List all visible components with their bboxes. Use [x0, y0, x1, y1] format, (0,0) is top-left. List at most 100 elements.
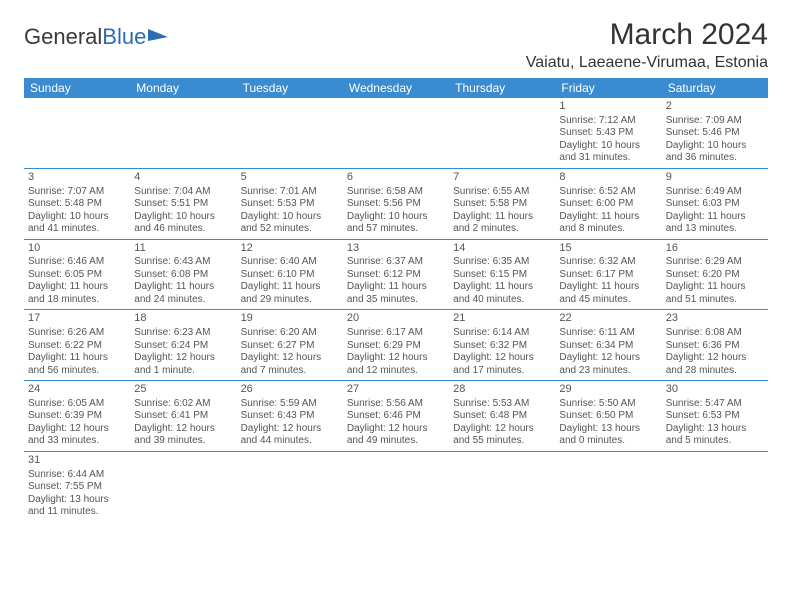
dow-header: Sunday [24, 78, 130, 98]
day-line: Daylight: 13 hours [559, 423, 657, 436]
dow-header: Tuesday [237, 78, 343, 98]
day-number: 21 [453, 312, 551, 326]
day-line: and 11 minutes. [28, 506, 126, 519]
week-row: 1Sunrise: 7:12 AMSunset: 5:43 PMDaylight… [24, 98, 768, 169]
day-line: and 45 minutes. [559, 294, 657, 307]
day-line: and 8 minutes. [559, 223, 657, 236]
day-line: Daylight: 12 hours [241, 352, 339, 365]
day-cell: 3Sunrise: 7:07 AMSunset: 5:48 PMDaylight… [24, 169, 130, 239]
day-line: Sunset: 6:20 PM [666, 269, 764, 282]
day-line: Sunrise: 7:09 AM [666, 115, 764, 128]
day-line: and 5 minutes. [666, 435, 764, 448]
day-line: Sunset: 5:58 PM [453, 198, 551, 211]
day-line: Sunrise: 7:12 AM [559, 115, 657, 128]
flag-icon [148, 27, 168, 41]
day-cell: 5Sunrise: 7:01 AMSunset: 5:53 PMDaylight… [237, 169, 343, 239]
day-line: Sunrise: 6:58 AM [347, 186, 445, 199]
day-line: and 40 minutes. [453, 294, 551, 307]
day-number: 19 [241, 312, 339, 326]
day-line: and 51 minutes. [666, 294, 764, 307]
day-line: Daylight: 11 hours [28, 281, 126, 294]
day-cell: 30Sunrise: 5:47 AMSunset: 6:53 PMDayligh… [662, 381, 768, 451]
day-line: Sunset: 6:22 PM [28, 340, 126, 353]
day-cell: 22Sunrise: 6:11 AMSunset: 6:34 PMDayligh… [555, 310, 661, 380]
day-line: Daylight: 12 hours [28, 423, 126, 436]
day-line: Daylight: 12 hours [453, 352, 551, 365]
day-line: Sunset: 6:00 PM [559, 198, 657, 211]
day-line: Sunset: 6:03 PM [666, 198, 764, 211]
day-line: Daylight: 12 hours [241, 423, 339, 436]
day-number: 6 [347, 171, 445, 185]
day-line: Sunrise: 6:43 AM [134, 256, 232, 269]
day-line: Sunset: 6:46 PM [347, 410, 445, 423]
empty-cell [130, 98, 236, 168]
empty-cell [343, 452, 449, 522]
day-line: Daylight: 11 hours [453, 281, 551, 294]
day-cell: 1Sunrise: 7:12 AMSunset: 5:43 PMDaylight… [555, 98, 661, 168]
day-cell: 26Sunrise: 5:59 AMSunset: 6:43 PMDayligh… [237, 381, 343, 451]
empty-cell [555, 452, 661, 522]
day-number: 29 [559, 383, 657, 397]
day-line: Sunrise: 6:23 AM [134, 327, 232, 340]
day-line: Daylight: 11 hours [134, 281, 232, 294]
day-line: Sunset: 6:27 PM [241, 340, 339, 353]
day-line: Sunset: 5:46 PM [666, 127, 764, 140]
day-line: Sunrise: 6:02 AM [134, 398, 232, 411]
day-line: Sunset: 6:50 PM [559, 410, 657, 423]
empty-cell [449, 98, 555, 168]
day-number: 23 [666, 312, 764, 326]
day-line: Sunset: 6:05 PM [28, 269, 126, 282]
day-line: and 46 minutes. [134, 223, 232, 236]
week-row: 17Sunrise: 6:26 AMSunset: 6:22 PMDayligh… [24, 310, 768, 381]
day-number: 1 [559, 100, 657, 114]
day-line: Sunrise: 6:46 AM [28, 256, 126, 269]
day-line: Daylight: 10 hours [28, 211, 126, 224]
empty-cell [237, 98, 343, 168]
day-line: Sunrise: 6:26 AM [28, 327, 126, 340]
day-cell: 8Sunrise: 6:52 AMSunset: 6:00 PMDaylight… [555, 169, 661, 239]
empty-cell [343, 98, 449, 168]
day-number: 2 [666, 100, 764, 114]
logo-text-2: Blue [102, 24, 146, 50]
day-line: and 7 minutes. [241, 365, 339, 378]
week-row: 31Sunrise: 6:44 AMSunset: 7:55 PMDayligh… [24, 452, 768, 522]
empty-cell [130, 452, 236, 522]
day-line: Daylight: 12 hours [134, 423, 232, 436]
day-line: and 41 minutes. [28, 223, 126, 236]
day-line: and 44 minutes. [241, 435, 339, 448]
day-line: Sunset: 6:36 PM [666, 340, 764, 353]
day-cell: 2Sunrise: 7:09 AMSunset: 5:46 PMDaylight… [662, 98, 768, 168]
day-line: Sunrise: 5:59 AM [241, 398, 339, 411]
day-line: Sunrise: 6:08 AM [666, 327, 764, 340]
week-row: 10Sunrise: 6:46 AMSunset: 6:05 PMDayligh… [24, 240, 768, 311]
day-line: Sunset: 5:56 PM [347, 198, 445, 211]
day-cell: 10Sunrise: 6:46 AMSunset: 6:05 PMDayligh… [24, 240, 130, 310]
day-number: 13 [347, 242, 445, 256]
day-line: and 52 minutes. [241, 223, 339, 236]
day-line: and 29 minutes. [241, 294, 339, 307]
day-line: Daylight: 13 hours [28, 494, 126, 507]
day-cell: 24Sunrise: 6:05 AMSunset: 6:39 PMDayligh… [24, 381, 130, 451]
day-cell: 13Sunrise: 6:37 AMSunset: 6:12 PMDayligh… [343, 240, 449, 310]
day-line: Daylight: 11 hours [666, 211, 764, 224]
day-line: Sunrise: 5:50 AM [559, 398, 657, 411]
day-line: Daylight: 11 hours [28, 352, 126, 365]
day-line: Sunrise: 6:29 AM [666, 256, 764, 269]
day-line: Sunset: 6:08 PM [134, 269, 232, 282]
dow-header: Monday [130, 78, 236, 98]
day-line: Sunrise: 6:20 AM [241, 327, 339, 340]
weeks-container: 1Sunrise: 7:12 AMSunset: 5:43 PMDaylight… [24, 98, 768, 522]
day-line: Daylight: 12 hours [559, 352, 657, 365]
day-cell: 25Sunrise: 6:02 AMSunset: 6:41 PMDayligh… [130, 381, 236, 451]
day-line: and 23 minutes. [559, 365, 657, 378]
day-number: 7 [453, 171, 551, 185]
day-line: Daylight: 13 hours [666, 423, 764, 436]
day-line: Sunrise: 6:49 AM [666, 186, 764, 199]
day-line: Sunrise: 5:53 AM [453, 398, 551, 411]
day-line: and 24 minutes. [134, 294, 232, 307]
day-line: and 17 minutes. [453, 365, 551, 378]
day-number: 10 [28, 242, 126, 256]
dow-header: Thursday [449, 78, 555, 98]
day-number: 16 [666, 242, 764, 256]
day-line: Sunrise: 6:37 AM [347, 256, 445, 269]
